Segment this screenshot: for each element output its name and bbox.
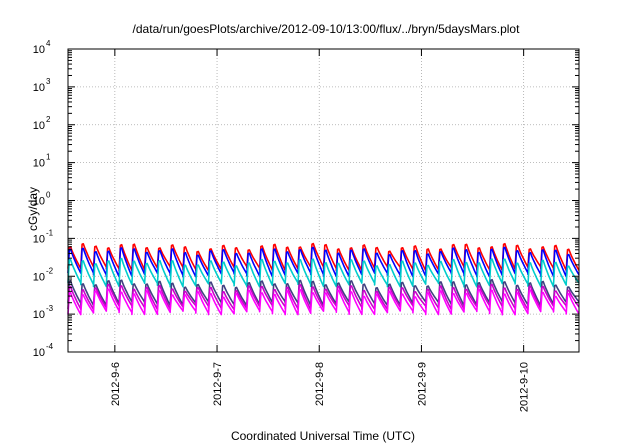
y-tick-exponent: -4 [46, 342, 54, 351]
y-tick-exponent: 0 [46, 191, 51, 200]
y-tick-label: 10 [33, 158, 45, 170]
chart-title: /data/run/goesPlots/archive/2012-09-10/1… [133, 22, 521, 36]
y-tick-label: 10 [33, 309, 45, 321]
y-tick-exponent: -1 [46, 228, 54, 237]
y-axis-label: cGy/day [26, 187, 40, 231]
y-tick-label: 10 [33, 120, 45, 132]
y-tick-exponent: 1 [46, 153, 51, 162]
y-tick-exponent: 4 [46, 39, 51, 48]
series-line [67, 257, 580, 288]
y-tick-exponent: -2 [46, 266, 54, 275]
y-tick-exponent: -3 [46, 304, 54, 313]
y-tick-label: 10 [33, 82, 45, 94]
x-axis-label: Coordinated Universal Time (UTC) [231, 429, 415, 443]
series-lines [67, 242, 580, 316]
y-tick-label: 10 [33, 44, 45, 56]
x-tick-label: 2012-9-6 [110, 362, 122, 406]
x-tick-label: 2012-9-9 [416, 362, 428, 406]
x-tick-label: 2012-9-7 [212, 362, 224, 406]
x-tick-label: 2012-9-10 [519, 362, 531, 412]
y-tick-label: 10 [33, 347, 45, 359]
axis-ticks [68, 48, 579, 353]
y-tick-label: 10 [33, 233, 45, 245]
x-tick-label: 2012-9-8 [314, 362, 326, 406]
y-tick-exponent: 2 [46, 115, 51, 124]
series-line [67, 288, 580, 316]
y-tick-label: 10 [33, 196, 45, 208]
y-tick-exponent: 3 [46, 77, 51, 86]
y-tick-label: 10 [33, 271, 45, 283]
